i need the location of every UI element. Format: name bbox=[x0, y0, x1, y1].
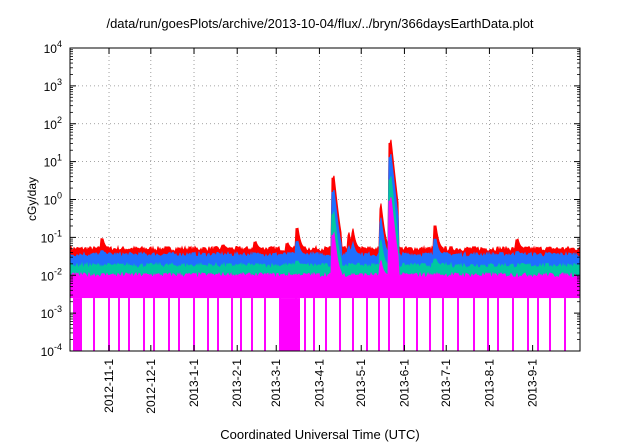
x-tick-label: 2013-6-1 bbox=[397, 359, 411, 407]
x-tick-label: 2012-12-1 bbox=[144, 359, 158, 414]
dropout-line bbox=[339, 298, 341, 351]
dropout-line bbox=[537, 298, 539, 351]
x-tick-label: 2013-1-1 bbox=[187, 359, 201, 407]
dropout-line bbox=[457, 298, 459, 351]
y-axis-label: cGy/day bbox=[25, 176, 40, 222]
y-tick-label: 101 bbox=[44, 153, 62, 170]
dropout-line bbox=[388, 298, 390, 351]
dropout-line bbox=[240, 298, 242, 351]
y-tick-label: 104 bbox=[44, 39, 62, 56]
y-tick-label: 102 bbox=[44, 115, 62, 132]
dropout-line bbox=[366, 298, 368, 351]
dropout-line bbox=[549, 298, 551, 351]
dropout-line bbox=[128, 298, 130, 351]
dropout-line bbox=[442, 298, 444, 351]
y-tick-label: 10-1 bbox=[41, 228, 62, 245]
x-tick-label: 2013-7-1 bbox=[439, 359, 453, 407]
x-axis-ticks: 2012-11-1 2012-12-1 2013-1-1 2013-2-1 2013-3… bbox=[102, 48, 540, 414]
x-tick-label: 2012-11-1 bbox=[102, 359, 116, 413]
dropout-line bbox=[304, 298, 306, 351]
dropout-block bbox=[280, 298, 300, 351]
dropout-line bbox=[207, 298, 209, 351]
dropout-line bbox=[325, 298, 327, 351]
dropout-line bbox=[178, 298, 180, 351]
x-tick-label: 2013-8-1 bbox=[482, 359, 496, 407]
dropout-block bbox=[73, 298, 81, 351]
dropout-line bbox=[429, 298, 431, 351]
dropout-line bbox=[352, 298, 354, 351]
dropout-line bbox=[487, 298, 489, 351]
dropout-line bbox=[497, 298, 499, 351]
y-tick-label: 10-4 bbox=[41, 342, 62, 359]
dropout-line bbox=[473, 298, 475, 351]
y-axis-ticks: 10-4 10-3 10-2 10-1 100 101 102 103 104 bbox=[41, 39, 580, 359]
data-series-area bbox=[69, 139, 581, 352]
dropout-line bbox=[378, 298, 380, 351]
dropout-line bbox=[143, 298, 145, 351]
dropout-line bbox=[416, 298, 418, 351]
x-tick-label: 2013-9-1 bbox=[526, 359, 540, 407]
x-tick-label: 2013-5-1 bbox=[354, 359, 368, 407]
dropout-line bbox=[403, 298, 405, 351]
dropout-line bbox=[264, 298, 266, 351]
x-tick-label: 2013-2-1 bbox=[230, 359, 244, 407]
chart-title: /data/run/goesPlots/archive/2013-10-04/f… bbox=[106, 16, 534, 31]
dropout-line bbox=[193, 298, 195, 351]
dropout-line bbox=[231, 298, 233, 351]
y-tick-label: 10-2 bbox=[41, 266, 62, 283]
dropout-line bbox=[527, 298, 529, 351]
dropout-line bbox=[118, 298, 120, 351]
dropout-line bbox=[251, 298, 253, 351]
dropout-line bbox=[153, 298, 155, 351]
y-tick-label: 103 bbox=[44, 77, 62, 94]
x-tick-label: 2013-4-1 bbox=[312, 359, 326, 407]
dropout-line bbox=[93, 298, 95, 351]
y-tick-label: 100 bbox=[44, 191, 62, 208]
dropout-line bbox=[168, 298, 170, 351]
dropout-line bbox=[313, 298, 315, 351]
x-tick-label: 2013-3-1 bbox=[269, 359, 283, 407]
dropout-line bbox=[217, 298, 219, 351]
dropout-line bbox=[512, 298, 514, 351]
x-axis-label: Coordinated Universal Time (UTC) bbox=[220, 427, 420, 442]
dropout-line bbox=[108, 298, 110, 351]
dropout-line bbox=[564, 298, 566, 351]
y-tick-label: 10-3 bbox=[41, 304, 62, 321]
